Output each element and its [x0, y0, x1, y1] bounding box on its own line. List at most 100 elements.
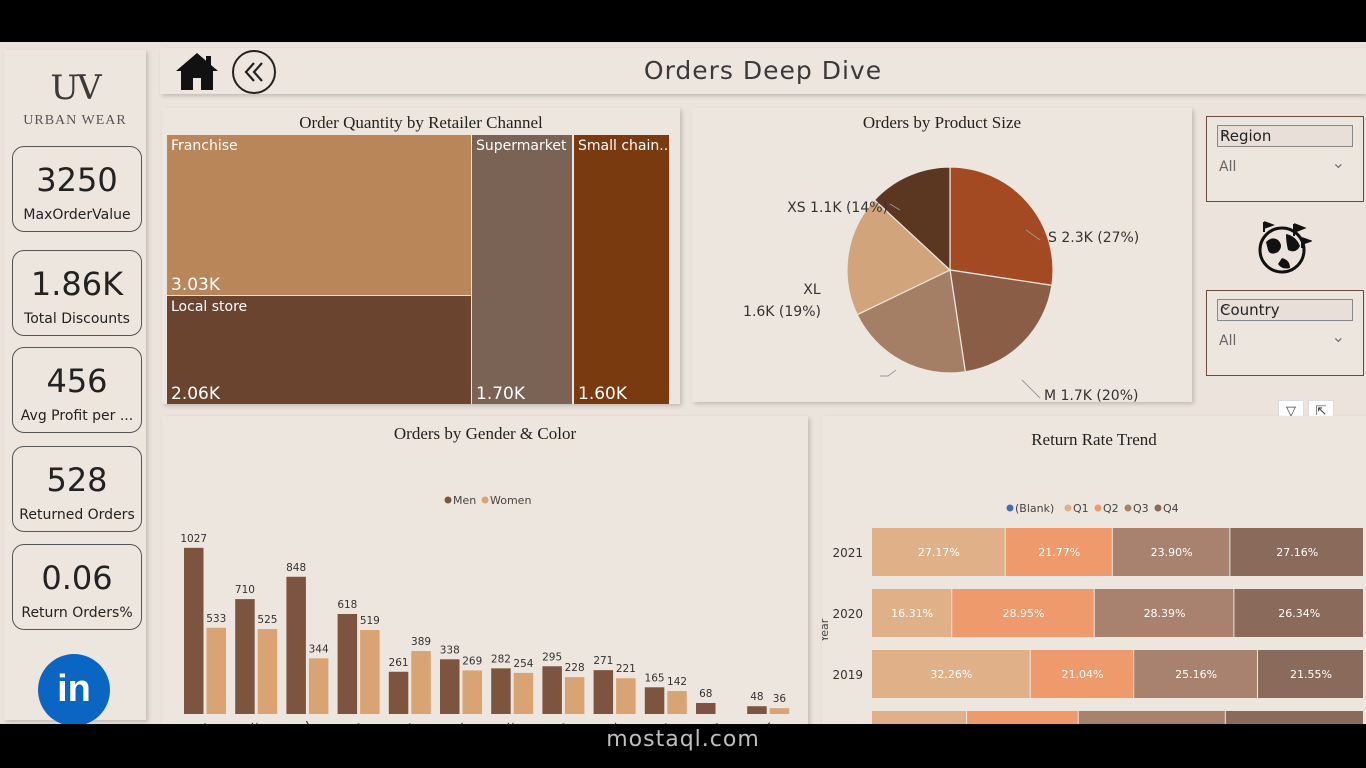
country-slicer-value[interactable]: All: [1219, 333, 1237, 349]
stacked-data-label: 16.31%: [891, 607, 933, 620]
bar-data-label: 221: [616, 663, 636, 675]
stacked-segment-2018-q2[interactable]: [967, 711, 1078, 724]
legend-dot: [1006, 504, 1014, 512]
bar-gray-women[interactable]: [462, 670, 483, 714]
chevron-down-icon[interactable]: ⌄: [1331, 327, 1345, 346]
treemap-title: Order Quantity by Retailer Channel: [299, 113, 543, 132]
stacked-segment-2021-q3[interactable]: [1112, 528, 1230, 576]
treemap-panel: Order Quantity by Retailer Channel Franc…: [162, 108, 680, 404]
bar-black-men[interactable]: [235, 599, 255, 714]
region-slicer-label: Region: [1220, 127, 1272, 145]
stacked-segment-2021-q2[interactable]: [1005, 528, 1112, 576]
stacked-bar-chart: (Blank) Q1 Q2 Q3 Q4 Year 2021 27.17% 21.77% 23.90…: [822, 502, 1363, 724]
bar-green-women[interactable]: [360, 630, 380, 714]
legend-label: Q3: [1133, 502, 1149, 515]
bar-data-label: 261: [389, 657, 409, 669]
chevron-down-icon[interactable]: ⌄: [1331, 153, 1345, 172]
country-slicer-header[interactable]: Country ⌄: [1217, 298, 1353, 321]
bar-purple-women[interactable]: [411, 651, 431, 714]
bar-pink-women[interactable]: [513, 672, 534, 714]
pie-label-xs: XS 1.1K (14%): [787, 200, 888, 216]
stacked-segment-2020-q4[interactable]: [1234, 589, 1363, 637]
treemap-tile-franchise[interactable]: Franchise 3.03K: [167, 135, 471, 295]
bar-orange-women[interactable]: [564, 677, 585, 714]
back-button[interactable]: [232, 50, 276, 94]
bar-data-label: 525: [257, 614, 277, 626]
bar-red-women[interactable]: [308, 658, 329, 714]
stacked-segment-2020-q3[interactable]: [1094, 589, 1234, 637]
stacked-segment-2018-q1[interactable]: [872, 711, 967, 724]
bar-green-men[interactable]: [337, 613, 358, 714]
treemap-tile-small-chain[interactable]: Small chain... 1.60K: [574, 135, 673, 404]
legend-dot: [1124, 504, 1132, 512]
bar-black-women[interactable]: [257, 629, 278, 714]
bar-data-label: 254: [513, 658, 533, 670]
sidebar: UV URBAN WEAR 3250 MaxOrderValue 1.86K T…: [4, 50, 146, 724]
pie-slice-xl[interactable]: [846, 199, 952, 316]
kpi-card-returned-orders: 528 Returned Orders: [12, 446, 142, 532]
bar-pink-men[interactable]: [491, 668, 511, 714]
stacked-legend: (Blank) Q1 Q2 Q3 Q4: [1006, 502, 1179, 515]
legend-label: Women: [490, 494, 531, 507]
bar-purple-men[interactable]: [388, 671, 409, 714]
stacked-segment-2020-q2[interactable]: [952, 589, 1094, 637]
kpi-value: 528: [46, 461, 108, 499]
bar-lavender-men[interactable]: [747, 706, 767, 714]
bar-yellow-men[interactable]: [593, 670, 614, 714]
stacked-segment-2021-q1[interactable]: [872, 528, 1005, 576]
pie-label-xl-value: 1.6K (19%): [743, 304, 821, 320]
stacked-data-label: 32.26%: [930, 668, 972, 681]
region-slicer: Region ⌄ All ⌄: [1206, 116, 1364, 202]
bar-lavender-women[interactable]: [769, 708, 790, 714]
stacked-data-label: 27.17%: [918, 546, 960, 559]
stacked-segment-2019-q3[interactable]: [1134, 650, 1257, 698]
region-slicer-header[interactable]: Region ⌄: [1217, 124, 1353, 147]
stacked-year-label: 2020: [832, 607, 863, 621]
kpi-card-total-discounts: 1.86K Total Discounts: [12, 250, 142, 336]
stacked-data-label: 25.16%: [1175, 668, 1217, 681]
stacked-segment-2021-q4[interactable]: [1230, 528, 1363, 576]
stacked-data-label: 26.34%: [1278, 607, 1320, 620]
legend-label: Q2: [1103, 502, 1119, 515]
bar-blue-women[interactable]: [206, 627, 227, 714]
bar-blue-men[interactable]: [184, 547, 204, 714]
stacked-segment-2019-q2[interactable]: [1030, 650, 1134, 698]
home-icon[interactable]: [174, 50, 220, 94]
bar-red-men[interactable]: [286, 576, 306, 714]
bar-brown-men[interactable]: [696, 702, 716, 714]
kpi-label: Total Discounts: [24, 311, 130, 327]
bar-white-women[interactable]: [667, 691, 687, 714]
pie-leader-xs: [889, 203, 901, 211]
pie-label-s: S 2.3K (27%): [1048, 230, 1139, 246]
pie-leader-l: [880, 369, 897, 377]
bar-data-label: 338: [440, 644, 460, 656]
stacked-segment-2020-q1[interactable]: [872, 589, 952, 637]
bar-data-label: 269: [462, 655, 482, 667]
region-slicer-value[interactable]: All: [1219, 159, 1237, 175]
kpi-card-return-orders-pct: 0.06 Return Orders%: [12, 544, 142, 630]
treemap-tile-value: 1.60K: [578, 384, 627, 404]
treemap-tile-local-store[interactable]: Local store 2.06K: [167, 296, 471, 404]
pie-slice-m[interactable]: [949, 269, 1053, 373]
linkedin-icon[interactable]: in: [38, 654, 110, 724]
kpi-label: MaxOrderValue: [23, 207, 131, 223]
bar-data-label: 165: [645, 672, 665, 684]
bar-orange-men[interactable]: [542, 666, 562, 714]
brand-name: URBAN WEAR: [23, 113, 127, 128]
pie-leader-s: [1025, 229, 1041, 241]
stacked-segment-2019-q1[interactable]: [872, 650, 1030, 698]
stacked-segment-2019-q4[interactable]: [1257, 650, 1363, 698]
pie-slice-l[interactable]: [856, 269, 967, 374]
bar-data-label: 389: [411, 636, 431, 648]
stacked-segment-2018-q4[interactable]: [1225, 711, 1363, 724]
treemap-tile-supermarket[interactable]: Supermarket 1.70K: [472, 135, 572, 404]
treemap-tile-value: 2.06K: [171, 384, 220, 404]
kpi-value: 0.06: [41, 559, 113, 597]
bar-yellow-women[interactable]: [616, 678, 636, 714]
bar-gray-men[interactable]: [440, 659, 460, 714]
stacked-segment-2018-q3[interactable]: [1078, 711, 1225, 724]
pie-slice-xs[interactable]: [873, 166, 951, 272]
stacked-data-label: 28.39%: [1144, 607, 1186, 620]
bar-white-men[interactable]: [644, 687, 665, 714]
pie-slice-s[interactable]: [949, 166, 1054, 287]
